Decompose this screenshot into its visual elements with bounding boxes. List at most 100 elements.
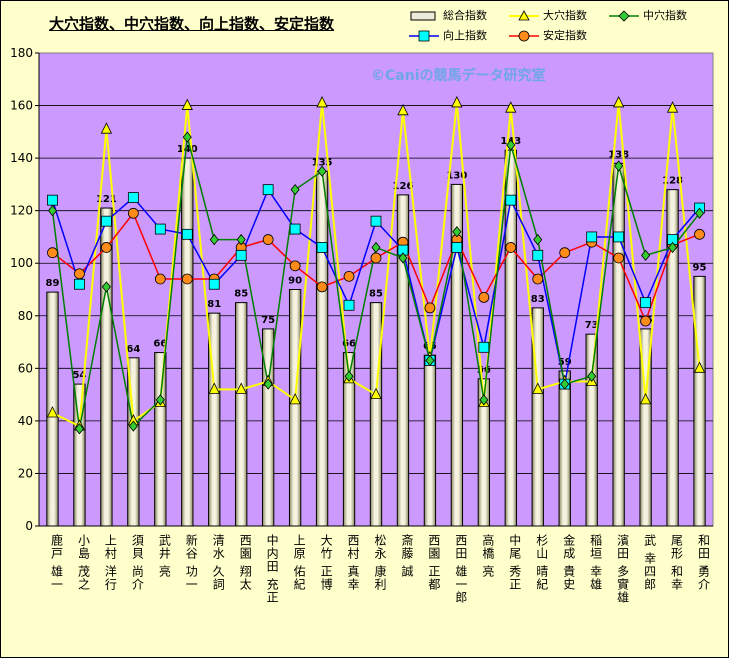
bar-total: [100, 207, 113, 527]
x-tick-label: 中尾 秀正: [508, 533, 522, 591]
y-tick-label: 40: [18, 414, 33, 428]
point-chuana: [479, 394, 489, 406]
bar-value-label: 90: [288, 276, 302, 287]
bar-value-label: 75: [261, 315, 275, 326]
bar-total: [369, 302, 383, 527]
bar-value-label: 56: [477, 365, 491, 376]
point-kojo: [478, 341, 490, 353]
bar-total: [127, 357, 140, 527]
bar-total: [666, 189, 679, 527]
legend-label-anaoana: 大穴指数: [543, 9, 587, 22]
point-chuana: [74, 423, 84, 435]
bar-total: [315, 170, 329, 527]
point-kojo: [235, 249, 247, 261]
point-antei: [316, 281, 328, 293]
point-anaoana: [235, 382, 247, 394]
bar-value-label: 66: [153, 339, 167, 350]
x-tick-label: 高橋 亮: [481, 533, 495, 578]
x-tick-label: 金成 貴史: [562, 533, 576, 591]
x-tick-label: 武 幸四郎: [643, 534, 657, 591]
x-tick-label: 杉山 晴紀: [535, 534, 549, 591]
legend: 総合指数 大穴指数 中穴指数 向上指数 安定指数: [409, 7, 715, 45]
x-tick-label: 鹿戸 雄一: [49, 533, 63, 591]
x-tick-label: 松永 康利: [373, 534, 387, 591]
point-chuana: [641, 249, 651, 261]
point-chuana: [344, 370, 354, 382]
x-tick-label: 清水 久詞: [211, 534, 225, 591]
x-tick-label: 西村 真幸: [346, 534, 360, 591]
point-antei: [74, 268, 85, 280]
bar-total: [450, 183, 464, 527]
x-tick-label: 武井 亮: [157, 534, 171, 578]
y-tick-label: 120: [10, 204, 33, 218]
y-tick-label: 140: [10, 151, 33, 165]
point-chuana: [209, 233, 219, 246]
x-tick-label: 西田 雄一郎: [454, 534, 468, 604]
point-anaoana: [370, 387, 382, 400]
point-kojo: [586, 231, 598, 243]
point-anaoana: [532, 382, 544, 394]
point-antei: [47, 247, 58, 259]
bar-total: [423, 354, 437, 527]
point-antei: [478, 291, 490, 303]
x-tick-label: 中内田 充正: [265, 533, 279, 604]
x-tick-label: 西園 翔太: [238, 534, 252, 591]
bar-total: [477, 378, 491, 527]
point-kojo: [316, 242, 328, 253]
bar-value-label: 85: [234, 289, 248, 300]
x-tick-label: 須貝 尚介: [130, 534, 144, 591]
point-kojo: [343, 299, 355, 311]
point-anaoana: [397, 103, 409, 116]
point-kojo: [127, 192, 139, 203]
point-antei: [127, 207, 139, 219]
bar-total: [208, 312, 221, 527]
point-anaoana: [181, 98, 193, 110]
point-antei: [289, 260, 301, 272]
point-anaoana: [666, 101, 679, 113]
point-chuana: [506, 139, 516, 151]
legend-label-chuana: 中穴指数: [643, 9, 687, 22]
point-kojo: [154, 223, 166, 235]
point-chuana: [155, 394, 165, 406]
bar-total: [235, 302, 248, 527]
bar-total: [342, 352, 356, 527]
point-anaoana: [505, 101, 517, 113]
bar-total: [396, 194, 410, 527]
bar-value-label: 54: [72, 370, 86, 381]
bar-value-label: 140: [177, 144, 198, 155]
point-kojo: [532, 249, 544, 261]
bar-value-label: 130: [446, 170, 467, 181]
bar-total: [558, 370, 571, 527]
x-tick-label: 大竹 正博: [319, 534, 333, 591]
bar-value-label: 135: [312, 157, 333, 168]
legend-label-total: 総合指数: [443, 9, 487, 22]
point-chuana: [560, 378, 570, 390]
y-tick-label: 160: [10, 99, 33, 113]
point-kojo: [451, 242, 463, 253]
bar-total: [639, 328, 652, 527]
x-tick-label: 西園 正都: [427, 534, 441, 591]
bar-value-label: 59: [558, 357, 572, 368]
point-kojo: [370, 215, 382, 227]
point-kojo: [613, 231, 625, 243]
bar-total: [531, 307, 544, 527]
bar-total: [585, 333, 598, 527]
point-kojo: [74, 278, 85, 290]
watermark: ©Caniの競馬データ研究室: [371, 68, 546, 84]
point-chuana: [371, 241, 381, 254]
y-tick-label: 0: [25, 519, 33, 533]
point-kojo: [289, 223, 301, 235]
bar-value-label: 138: [608, 149, 629, 160]
chart-title: 大穴指数、中穴指数、向上指数、安定指数: [49, 15, 335, 33]
point-antei: [694, 228, 705, 240]
bar-total: [261, 328, 275, 527]
point-chuana: [587, 370, 597, 382]
point-chuana: [47, 205, 57, 217]
point-chuana: [263, 378, 273, 390]
x-tick-label: 上原 佑紀: [292, 534, 306, 591]
bar-total: [73, 383, 86, 527]
point-kojo: [640, 297, 651, 309]
point-chuana: [236, 233, 246, 246]
legend-label-antei: 安定指数: [543, 29, 587, 42]
point-kojo: [505, 194, 517, 206]
